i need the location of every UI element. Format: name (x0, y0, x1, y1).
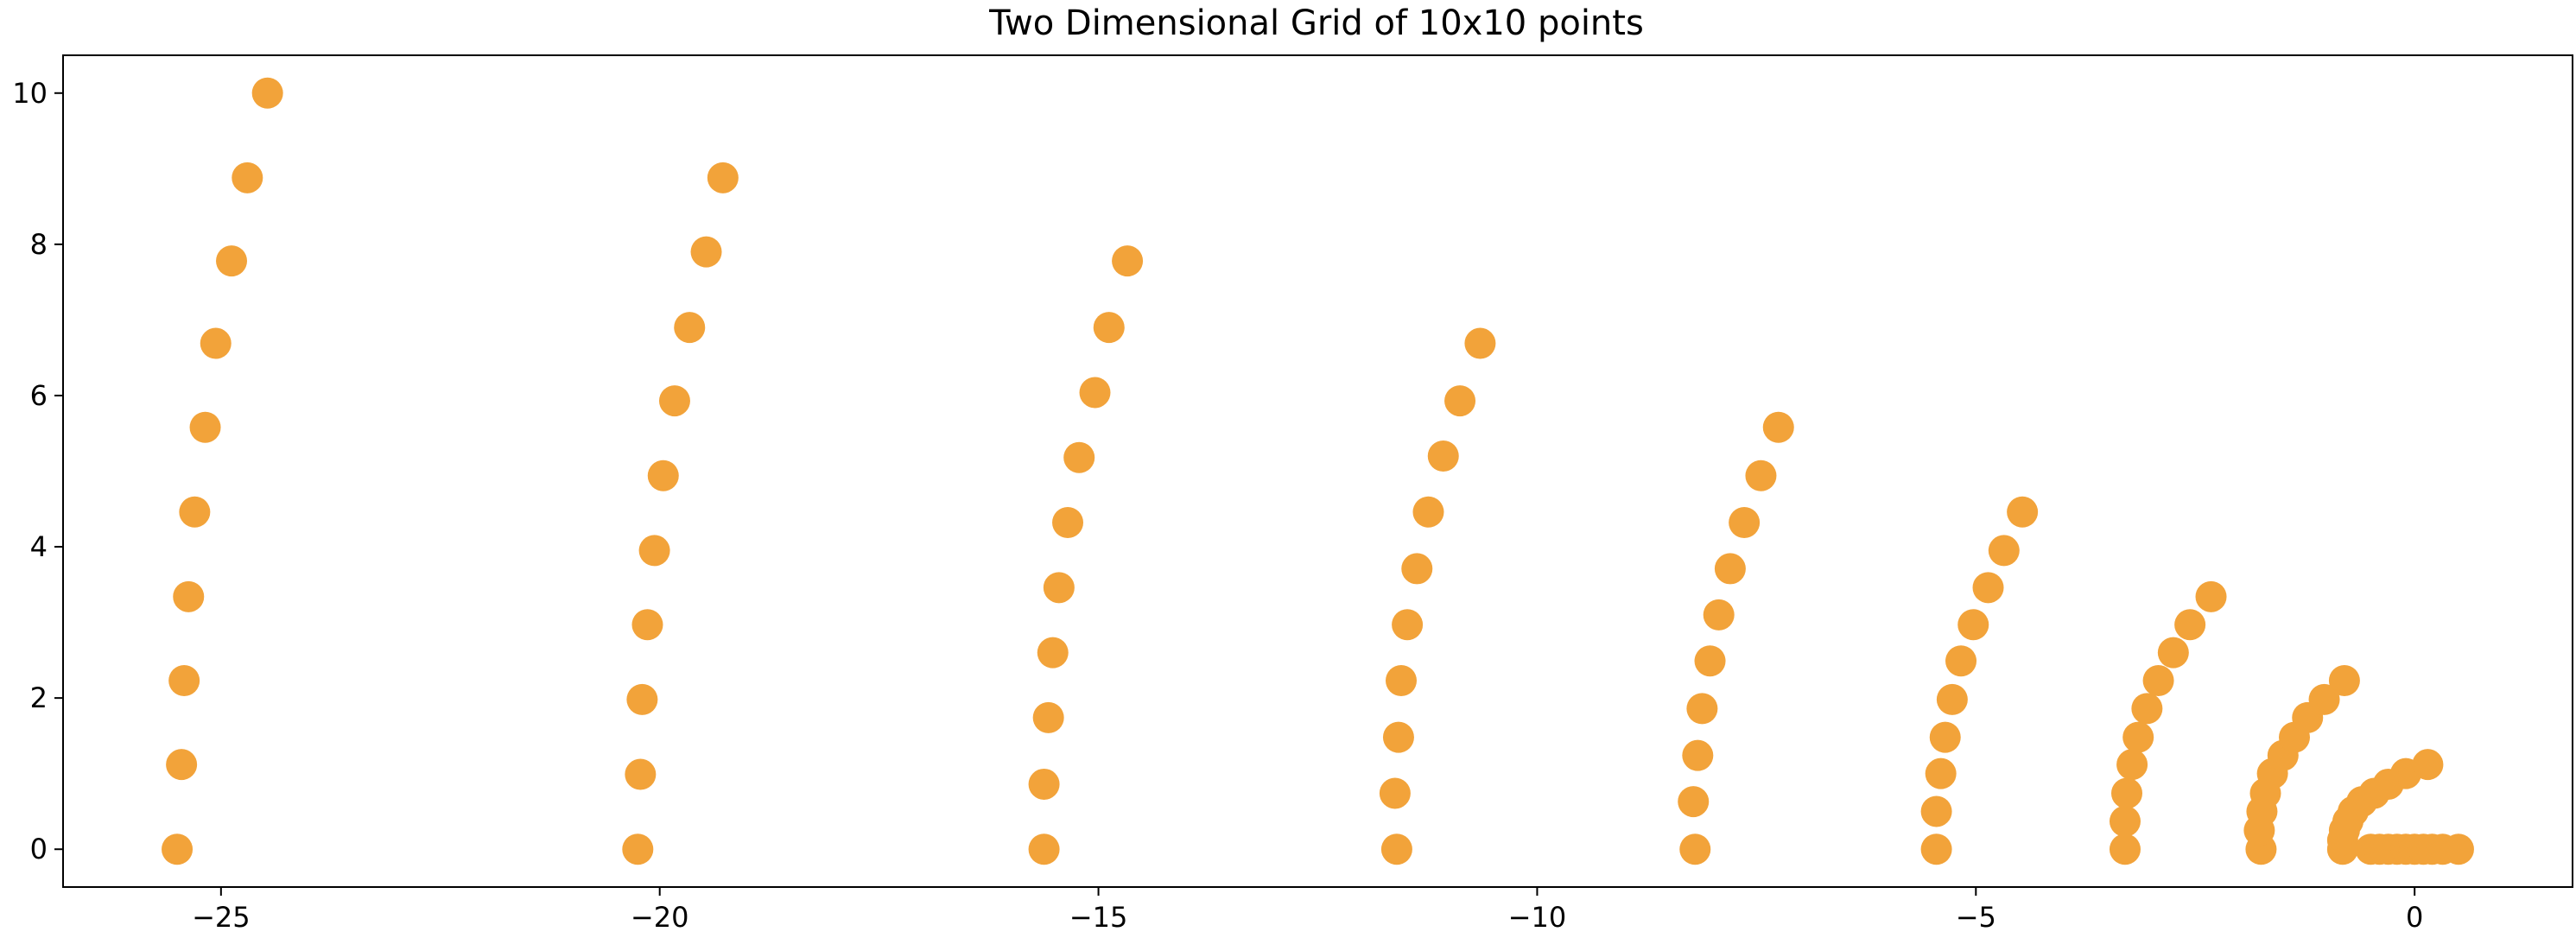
data-point (1920, 795, 1952, 827)
data-point (1032, 701, 1064, 733)
data-point (631, 609, 663, 641)
data-point (1412, 496, 1444, 528)
data-point (200, 327, 232, 359)
data-point (1464, 327, 1496, 359)
data-point (1920, 833, 1952, 865)
data-point (622, 833, 654, 865)
x-axis: −25 −20 −15 −10 −5 0 (192, 887, 2423, 934)
data-point (2109, 805, 2141, 837)
data-point (1972, 572, 2004, 604)
data-point (179, 496, 211, 528)
data-point (2412, 749, 2444, 781)
data-point (1427, 440, 1459, 472)
data-point (638, 535, 670, 567)
data-point (1444, 385, 1476, 417)
data-point (1043, 572, 1075, 604)
data-point (1063, 441, 1095, 473)
data-point (2131, 693, 2163, 725)
data-point (1988, 535, 2020, 567)
data-point (1093, 312, 1125, 344)
data-point (1028, 833, 1060, 865)
x-tick-label: −25 (192, 901, 251, 934)
data-point (1703, 599, 1735, 631)
x-tick-label: −5 (1956, 901, 1996, 934)
data-point (658, 385, 690, 417)
plot-frame (62, 54, 2573, 888)
y-axis: 0 2 4 6 8 10 (12, 77, 63, 865)
y-tick-label: 2 (30, 681, 48, 714)
data-point (216, 245, 248, 277)
data-point (1679, 833, 1711, 865)
data-point (1936, 683, 1968, 715)
data-point (2111, 777, 2143, 809)
data-point (1385, 665, 1417, 697)
data-point (2328, 665, 2360, 697)
data-point (1925, 757, 1957, 789)
data-point (2174, 609, 2206, 641)
x-tick-label: −20 (631, 901, 689, 934)
data-point (625, 758, 657, 790)
data-point (1052, 507, 1084, 539)
data-point (2109, 833, 2141, 865)
data-point (2122, 721, 2154, 753)
data-point (674, 312, 706, 344)
x-tick-label: −15 (1069, 901, 1128, 934)
y-tick-label: 8 (30, 228, 48, 261)
data-point (1714, 553, 1746, 585)
data-point (1392, 609, 1424, 641)
data-point (1686, 693, 1718, 725)
data-point (1112, 245, 1144, 277)
y-tick-label: 4 (30, 530, 48, 563)
data-point (1694, 645, 1726, 677)
data-point (1028, 768, 1060, 800)
data-point (232, 162, 263, 193)
data-point (1401, 553, 1433, 585)
data-point (626, 683, 658, 715)
data-point (2142, 665, 2174, 697)
data-point (189, 411, 221, 443)
data-point (1945, 645, 1977, 677)
data-point (707, 162, 739, 193)
data-point (1957, 609, 1989, 641)
y-tick-label: 6 (30, 379, 48, 412)
data-point (1745, 459, 1777, 491)
data-point (2308, 683, 2340, 715)
data-point (1079, 377, 1111, 409)
data-point (173, 580, 205, 612)
data-point (168, 665, 200, 697)
data-point (251, 77, 283, 109)
data-point (2007, 496, 2039, 528)
data-points (162, 77, 2474, 865)
data-point (1382, 721, 1414, 753)
data-point (162, 833, 194, 865)
chart-title: Two Dimensional Grid of 10x10 points (988, 3, 1644, 43)
y-tick-label: 0 (30, 833, 48, 865)
data-point (1762, 411, 1794, 443)
x-tick-label: 0 (2406, 901, 2423, 934)
data-point (647, 459, 679, 491)
data-point (2442, 833, 2474, 865)
data-point (1729, 507, 1761, 539)
data-point (1379, 777, 1411, 809)
y-tick-label: 10 (12, 77, 48, 110)
data-point (2195, 580, 2227, 612)
x-tick-label: −10 (1508, 901, 1567, 934)
data-point (1037, 637, 1069, 669)
data-point (1380, 833, 1412, 865)
data-point (690, 236, 722, 268)
data-point (1929, 721, 1961, 753)
data-point (2116, 749, 2148, 781)
data-point (1678, 786, 1710, 818)
data-point (1682, 739, 1714, 771)
data-point (166, 749, 198, 781)
data-point (2157, 637, 2189, 669)
